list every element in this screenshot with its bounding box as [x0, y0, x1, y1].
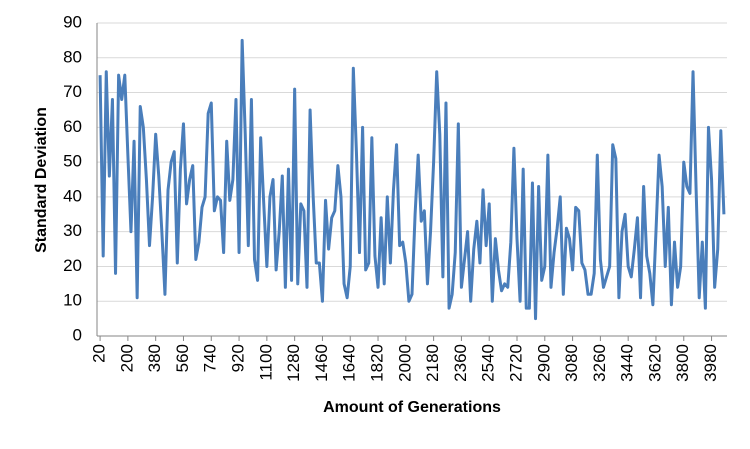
- x-tick-label: 3260: [590, 344, 609, 382]
- x-tick-label: 1820: [368, 344, 387, 382]
- y-tick-label: 70: [63, 82, 82, 101]
- x-tick-label: 2180: [423, 344, 442, 382]
- x-tick-label: 740: [201, 344, 220, 372]
- y-tick-label: 50: [63, 152, 82, 171]
- x-tick-label: 200: [117, 344, 136, 372]
- y-tick-label: 80: [63, 47, 82, 66]
- x-tick-label: 2900: [534, 344, 553, 382]
- x-axis-label: Amount of Generations: [323, 399, 501, 416]
- y-tick-label: 0: [73, 325, 82, 344]
- y-axis-label: Standard Deviation: [33, 107, 50, 253]
- x-tick-label: 3620: [645, 344, 664, 382]
- y-tick-label: 40: [63, 186, 82, 205]
- x-tick-label: 1460: [312, 344, 331, 382]
- x-tick-label: 380: [145, 344, 164, 372]
- y-tick-label: 60: [63, 117, 82, 136]
- x-tick-label: 3440: [618, 344, 637, 382]
- y-tick-label: 90: [63, 12, 82, 31]
- x-tick-label: 3080: [562, 344, 581, 382]
- x-tick-label: 2000: [395, 344, 414, 382]
- x-tick-label: 2540: [479, 344, 498, 382]
- data-line: [98, 38, 726, 321]
- x-tick-label: 1100: [256, 344, 275, 381]
- y-tick-label: 20: [63, 256, 82, 275]
- y-tick-label: 30: [63, 221, 82, 240]
- x-tick-label: 2360: [451, 344, 470, 382]
- x-tick-label: 1280: [284, 344, 303, 382]
- x-tick-label: 3800: [673, 344, 692, 382]
- x-tick-label: 560: [173, 344, 192, 372]
- y-tick-label: 10: [63, 291, 82, 310]
- x-tick-label: 1640: [340, 344, 359, 382]
- x-tick-label: 2720: [506, 344, 525, 382]
- x-tick-label: 3980: [701, 344, 720, 382]
- x-tick-label: 920: [229, 344, 248, 372]
- x-tick-label: 20: [90, 344, 109, 363]
